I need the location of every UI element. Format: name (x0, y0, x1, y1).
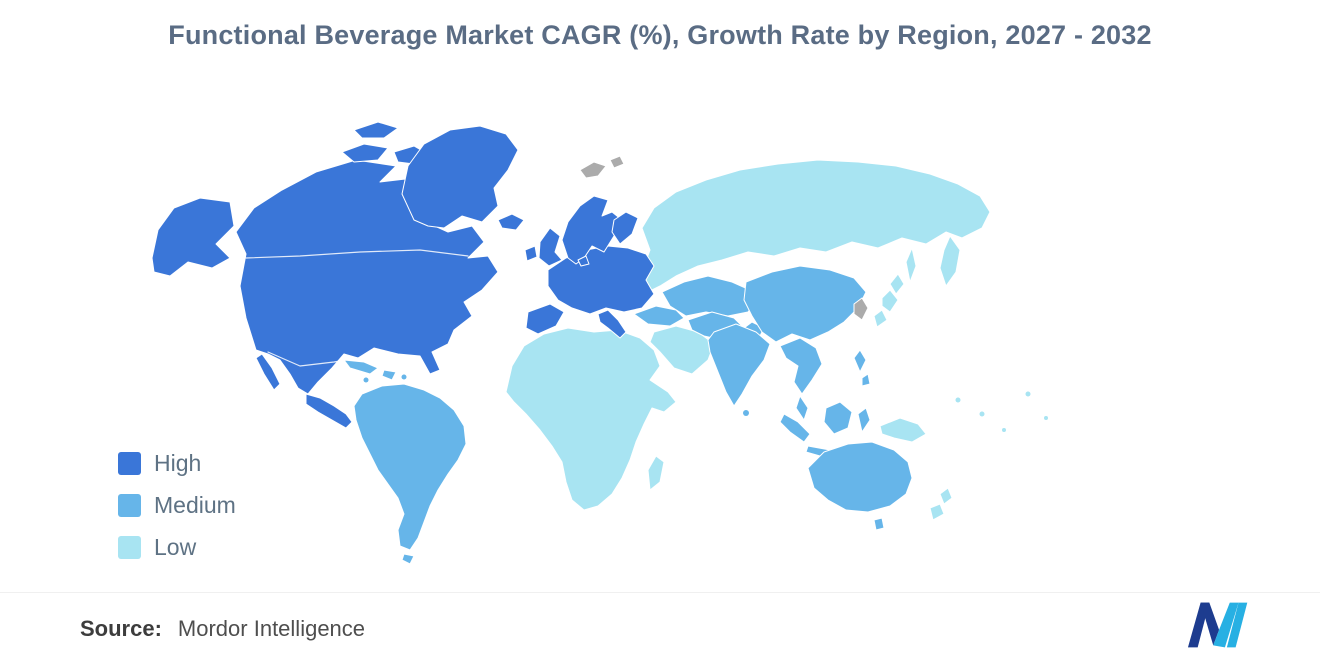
region-borneo (823, 401, 853, 435)
legend-item-high: High (118, 450, 236, 477)
region-central-america (305, 393, 353, 429)
legend-label-medium: Medium (154, 492, 236, 518)
source-value: Mordor Intelligence (177, 616, 366, 641)
region-madagascar (647, 455, 665, 491)
border-us-canada (245, 249, 469, 259)
region-new-zealand-south (929, 503, 945, 521)
region-north-america-mainland (235, 159, 499, 395)
source-line: Source: Mordor Intelligence (80, 616, 365, 642)
region-sulawesi (857, 407, 871, 433)
region-continental-europe (547, 245, 655, 315)
region-denmark (577, 255, 590, 267)
region-baja-california (255, 353, 281, 391)
region-japan-honshu (881, 289, 899, 313)
region-kamchatka (939, 235, 961, 287)
legend: High Medium Low (118, 450, 236, 561)
region-china-mongolia (743, 265, 867, 343)
region-italy (597, 309, 627, 339)
region-greenland (401, 125, 519, 229)
region-indochina (779, 337, 823, 395)
region-tierra-del-fuego (401, 553, 415, 565)
mordor-intelligence-logo (1187, 602, 1248, 648)
region-sri-lanka (743, 410, 749, 416)
region-iberia (525, 303, 565, 335)
region-arabia (649, 325, 715, 375)
border-us-mexico (267, 351, 359, 367)
region-arctic-island-3 (353, 121, 399, 139)
regions-low (505, 159, 1048, 521)
region-hispaniola (381, 369, 397, 381)
region-tasmania (873, 517, 885, 531)
region-india (707, 323, 771, 407)
region-cuba (343, 359, 379, 375)
region-finland (611, 211, 639, 245)
regions-medium (343, 265, 913, 565)
region-south-america (353, 383, 467, 551)
region-russia (641, 159, 991, 293)
legend-swatch-medium (118, 494, 141, 517)
regions-no-data (579, 155, 869, 321)
region-puerto-rico (401, 374, 407, 380)
region-korea (853, 297, 869, 321)
region-sumatra (779, 413, 811, 443)
legend-item-low: Low (118, 534, 236, 561)
source-label: Source: (80, 616, 162, 641)
region-malay-peninsula (795, 395, 809, 421)
legend-label-low: Low (154, 534, 197, 560)
region-scandinavia (561, 195, 623, 265)
region-arctic-island-1 (341, 143, 389, 163)
legend-swatch-high (118, 452, 141, 475)
region-philippines-south (861, 373, 871, 387)
pacific-islands (955, 391, 1048, 432)
region-new-guinea (879, 417, 927, 443)
logo-left-diagonal (1200, 602, 1220, 646)
logo-right-diagonal (1213, 602, 1239, 648)
region-australia (807, 441, 913, 513)
region-svalbard-2 (609, 155, 625, 169)
region-svalbard-1 (579, 161, 607, 179)
chart-title: Functional Beverage Market CAGR (%), Gro… (168, 20, 1152, 50)
legend-item-medium: Medium (118, 492, 236, 519)
region-iceland (497, 213, 525, 231)
region-africa (505, 327, 677, 511)
region-japan-kyushu (873, 309, 888, 328)
region-sakhalin (905, 247, 917, 283)
region-jamaica (363, 377, 369, 383)
region-turkey (633, 305, 685, 327)
legend-swatch-low (118, 536, 141, 559)
region-alaska (151, 197, 235, 277)
region-philippines-north (853, 349, 867, 373)
region-ireland (524, 245, 538, 262)
logo-right-leg (1226, 602, 1248, 648)
region-new-zealand-north (939, 487, 953, 505)
regions-high (151, 121, 655, 429)
region-japan-hokkaido (889, 273, 905, 295)
region-uk (538, 227, 563, 267)
legend-label-high: High (154, 450, 202, 476)
footer-divider (0, 592, 1320, 593)
